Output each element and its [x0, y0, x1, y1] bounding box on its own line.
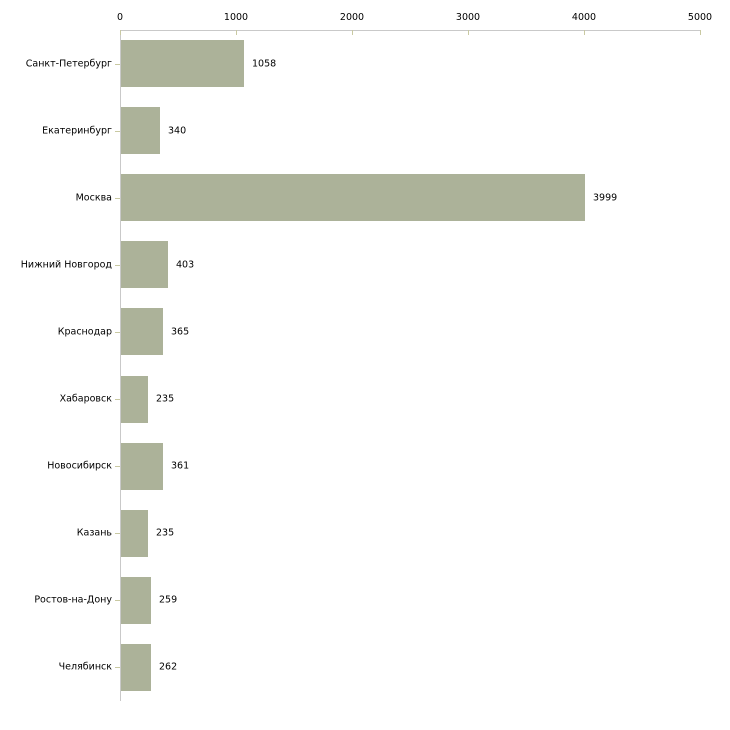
x-axis-tick	[352, 30, 353, 35]
y-axis-tick	[115, 131, 120, 132]
bar	[121, 644, 151, 691]
y-axis-line	[120, 30, 121, 701]
y-axis-tick	[115, 265, 120, 266]
category-label: Нижний Новгород	[20, 259, 112, 271]
bar	[121, 443, 163, 490]
category-label: Москва	[75, 192, 112, 204]
bar	[121, 376, 148, 423]
x-axis-tick-label: 0	[116, 12, 124, 23]
x-axis-tick-label: 2000	[339, 12, 365, 23]
bar	[121, 241, 168, 288]
x-axis-tick-label: 3000	[455, 12, 481, 23]
value-label: 259	[159, 594, 178, 606]
x-axis-tick	[700, 30, 701, 35]
bar	[121, 577, 151, 624]
value-label: 361	[171, 460, 190, 472]
bar	[121, 510, 148, 557]
y-axis-tick	[115, 198, 120, 199]
y-axis-tick	[115, 399, 120, 400]
category-label: Челябинск	[58, 661, 112, 673]
category-label: Новосибирск	[47, 460, 112, 472]
value-label: 1058	[252, 58, 277, 70]
bar	[121, 107, 160, 154]
y-axis-tick	[115, 466, 120, 467]
x-axis-tick-label: 5000	[687, 12, 713, 23]
value-label: 262	[159, 661, 178, 673]
category-label: Екатеринбург	[42, 125, 112, 137]
y-axis-tick	[115, 533, 120, 534]
value-label: 235	[156, 527, 175, 539]
value-label: 3999	[593, 192, 618, 204]
x-axis-tick-label: 1000	[223, 12, 249, 23]
bar	[121, 40, 244, 87]
value-label: 403	[176, 259, 195, 271]
category-label: Казань	[76, 527, 112, 539]
x-axis-tick	[584, 30, 585, 35]
y-axis-tick	[115, 64, 120, 65]
category-label: Хабаровск	[59, 393, 112, 405]
x-axis-tick-label: 4000	[571, 12, 597, 23]
y-axis-tick	[115, 667, 120, 668]
bar	[121, 174, 585, 221]
y-axis-tick	[115, 332, 120, 333]
value-label: 340	[168, 125, 187, 137]
category-label: Ростов-на-Дону	[34, 594, 112, 606]
bar	[121, 308, 163, 355]
y-axis-tick	[115, 600, 120, 601]
category-label: Краснодар	[57, 326, 112, 338]
x-axis-line	[120, 30, 700, 31]
x-axis-tick	[468, 30, 469, 35]
value-label: 235	[156, 393, 175, 405]
value-label: 365	[171, 326, 190, 338]
x-axis-tick	[120, 30, 121, 35]
x-axis-tick	[236, 30, 237, 35]
category-label: Санкт-Петербург	[25, 58, 112, 70]
